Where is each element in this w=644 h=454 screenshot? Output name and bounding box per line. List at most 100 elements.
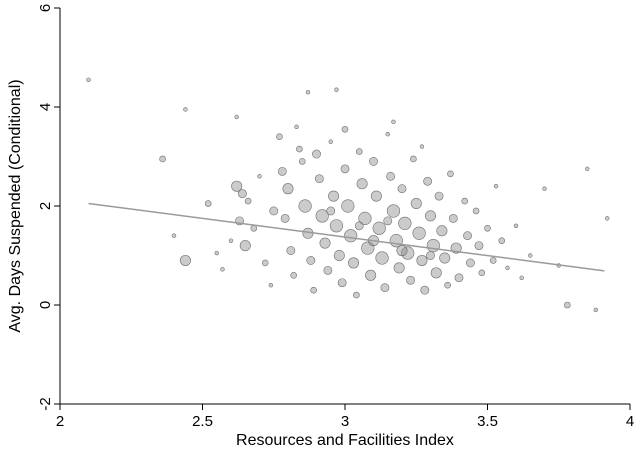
x-tick-label: 3.5 [477,413,498,430]
y-tick-label: -2 [37,397,54,410]
data-point [439,252,451,264]
data-point [286,246,296,255]
data-point [447,170,454,178]
data-point [498,237,506,244]
data-point [355,148,363,155]
data-point [370,190,382,202]
data-point [298,199,312,213]
data-point [461,197,469,205]
data-point [282,183,294,195]
data-point [356,178,368,190]
data-point [372,221,386,235]
data-point [385,132,390,137]
data-point [389,234,403,248]
data-point [276,133,283,140]
data-point [328,190,340,202]
data-point [250,224,258,232]
y-tick-label: 2 [37,202,54,210]
data-point [383,216,393,226]
x-axis-ticks: 2 2.5 3 3.5 4 [56,404,634,430]
data-point [354,221,364,231]
data-point [237,189,247,199]
data-point [290,271,298,279]
data-point [234,114,239,120]
data-point [505,265,510,271]
data-point [269,206,279,216]
data-point [493,184,499,189]
x-axis-title: Resources and Facilities Index [236,432,454,449]
data-point [436,225,448,237]
data-point [478,269,486,277]
data-point [585,166,590,172]
data-point [426,239,440,253]
data-point [358,211,372,225]
data-point [604,216,610,221]
data-point [204,200,212,207]
data-point [305,89,311,95]
data-point [448,213,458,223]
data-point [386,204,401,218]
data-point [410,155,417,163]
data-point [333,250,345,262]
data-point [179,254,191,266]
y-tick-label: 4 [37,103,54,111]
x-tick-label: 2.5 [192,413,213,430]
data-point [183,107,188,112]
data-point [86,77,91,82]
data-point [393,262,405,274]
data-point [419,144,425,149]
data-point [375,251,389,265]
data-point [423,176,433,186]
data-point [369,157,378,166]
data-point [298,158,306,165]
data-point [231,180,243,192]
data-point [171,233,177,238]
data-point [220,267,225,272]
data-point [454,273,464,283]
data-point [416,254,428,266]
data-point [528,253,533,258]
y-tick-label: 6 [37,4,54,12]
data-point [314,174,324,184]
data-point [323,265,333,275]
data-point [341,199,355,213]
data-point [474,241,484,250]
data-point [406,275,415,285]
data-point [277,166,287,176]
x-tick-label: 4 [626,413,634,430]
data-point [444,281,451,289]
data-point [329,219,344,233]
data-point [348,257,360,269]
data-point [294,124,299,130]
x-tick-label: 2 [56,413,64,430]
data-point [312,149,321,159]
y-axis-title: Avg. Days Suspended (Conditional) [7,79,24,332]
data-point [391,119,396,125]
data-point [365,269,377,281]
data-point [328,139,333,144]
data-point [513,223,519,229]
data-point [420,285,430,295]
data-point [519,275,524,280]
y-tick-label: 0 [37,301,54,309]
data-point [244,197,252,205]
data-point [380,283,390,293]
data-point [257,174,262,179]
data-point [334,87,339,92]
data-point [268,283,274,288]
data-point [341,125,349,133]
data-point [315,209,329,223]
data-point [410,198,422,210]
fit-line [88,202,605,272]
data-point [337,278,347,288]
data-points [86,77,610,313]
data-point [434,191,444,201]
data-point [563,301,571,309]
data-point [310,286,317,294]
data-point [430,267,442,279]
y-axis-ticks: -2 0 2 4 6 [37,4,60,411]
data-point [412,226,426,240]
x-tick-label: 3 [341,413,349,430]
data-point [401,246,415,260]
